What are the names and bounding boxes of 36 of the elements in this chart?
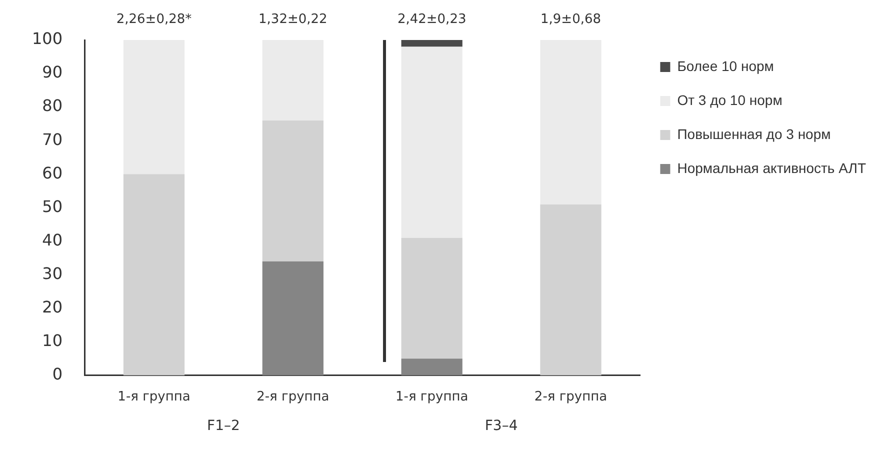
text: 1,9±0,68 bbox=[540, 12, 602, 27]
legend-label: Повышенная до 3 норм bbox=[677, 126, 831, 142]
y-tick-label: 80 bbox=[42, 96, 63, 116]
y-tick-label: 40 bbox=[42, 230, 63, 250]
y-tick-label: 70 bbox=[42, 130, 63, 149]
bar bbox=[123, 174, 185, 376]
bar bbox=[401, 40, 462, 47]
x-tick-label: 2-я группа bbox=[534, 390, 608, 405]
y-tick-label: 90 bbox=[42, 62, 63, 82]
y-tick-label: 60 bbox=[42, 163, 63, 182]
bar bbox=[262, 40, 324, 120]
y-tick-label: 0 bbox=[52, 364, 63, 384]
x-tick-label: 1-я группа bbox=[396, 390, 468, 405]
bar bbox=[262, 120, 324, 262]
bar bbox=[401, 358, 462, 376]
legend-label: От 3 до 10 норм bbox=[677, 92, 782, 108]
bar bbox=[540, 40, 602, 204]
y-tick-label: 50 bbox=[42, 196, 63, 216]
x-tick-label: 2-я группа bbox=[256, 390, 330, 405]
text: 2,26±0,28* bbox=[116, 12, 192, 27]
text: F1–2 bbox=[207, 418, 240, 434]
x-tick-label: 1-я группа bbox=[118, 390, 190, 405]
bar bbox=[401, 46, 462, 238]
legend-label: Более 10 норм bbox=[677, 58, 774, 74]
y-tick-label: 20 bbox=[42, 297, 63, 316]
y-tick-label: 30 bbox=[42, 264, 63, 283]
legend-label: Нормальная активность АЛТ bbox=[677, 160, 866, 176]
y-tick-label: 100 bbox=[32, 29, 63, 48]
text: 2,42±0,23 bbox=[397, 12, 466, 27]
bar bbox=[262, 261, 324, 376]
bar bbox=[401, 238, 462, 359]
bar bbox=[540, 204, 602, 376]
bar bbox=[123, 40, 185, 174]
text: 1,32±0,22 bbox=[258, 12, 328, 27]
y-tick-label: 10 bbox=[42, 331, 63, 350]
text: F3–4 bbox=[484, 418, 518, 434]
